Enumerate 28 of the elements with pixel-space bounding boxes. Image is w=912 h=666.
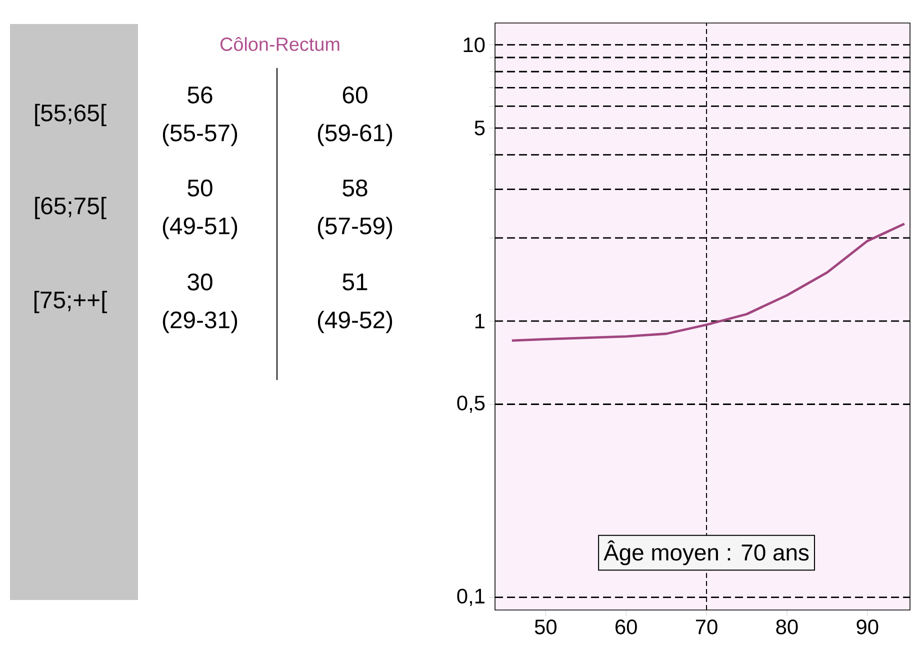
x-tick-label: 70 bbox=[696, 620, 718, 634]
x-tick-label: 80 bbox=[776, 620, 798, 634]
text: [55;65[ bbox=[35, 104, 106, 126]
y-tick-label: 10 bbox=[464, 37, 485, 52]
text: 60 bbox=[342, 86, 368, 104]
y-tick-label: 5 bbox=[474, 120, 485, 136]
y-tick-label: 0,5 bbox=[457, 396, 485, 413]
text: 50 bbox=[188, 180, 212, 196]
x-tick-label: 50 bbox=[534, 620, 556, 634]
text: (55-57) bbox=[162, 124, 238, 146]
text: (59-61) bbox=[318, 124, 392, 146]
text: (29-31) bbox=[162, 310, 238, 334]
ref-line-label: Âge moyen : 70 ans bbox=[604, 540, 809, 566]
y-tick-label: 0,1 bbox=[457, 588, 484, 606]
x-tick-label: 90 bbox=[856, 620, 878, 634]
text: 30 bbox=[188, 274, 212, 290]
y-tick-label: 1 bbox=[475, 314, 484, 328]
text: Côlon-Rectum bbox=[220, 36, 340, 51]
text: 51 bbox=[342, 274, 368, 290]
text: 56 bbox=[188, 86, 212, 104]
text: (49-52) bbox=[318, 310, 392, 334]
text: (57-59) bbox=[318, 216, 392, 240]
text: [75;++[ bbox=[34, 290, 108, 314]
x-tick-label: 60 bbox=[616, 620, 637, 634]
text: [65;75[ bbox=[35, 196, 106, 220]
text: (49-51) bbox=[162, 216, 238, 240]
text: 58 bbox=[342, 180, 368, 196]
line-series bbox=[510, 222, 906, 342]
